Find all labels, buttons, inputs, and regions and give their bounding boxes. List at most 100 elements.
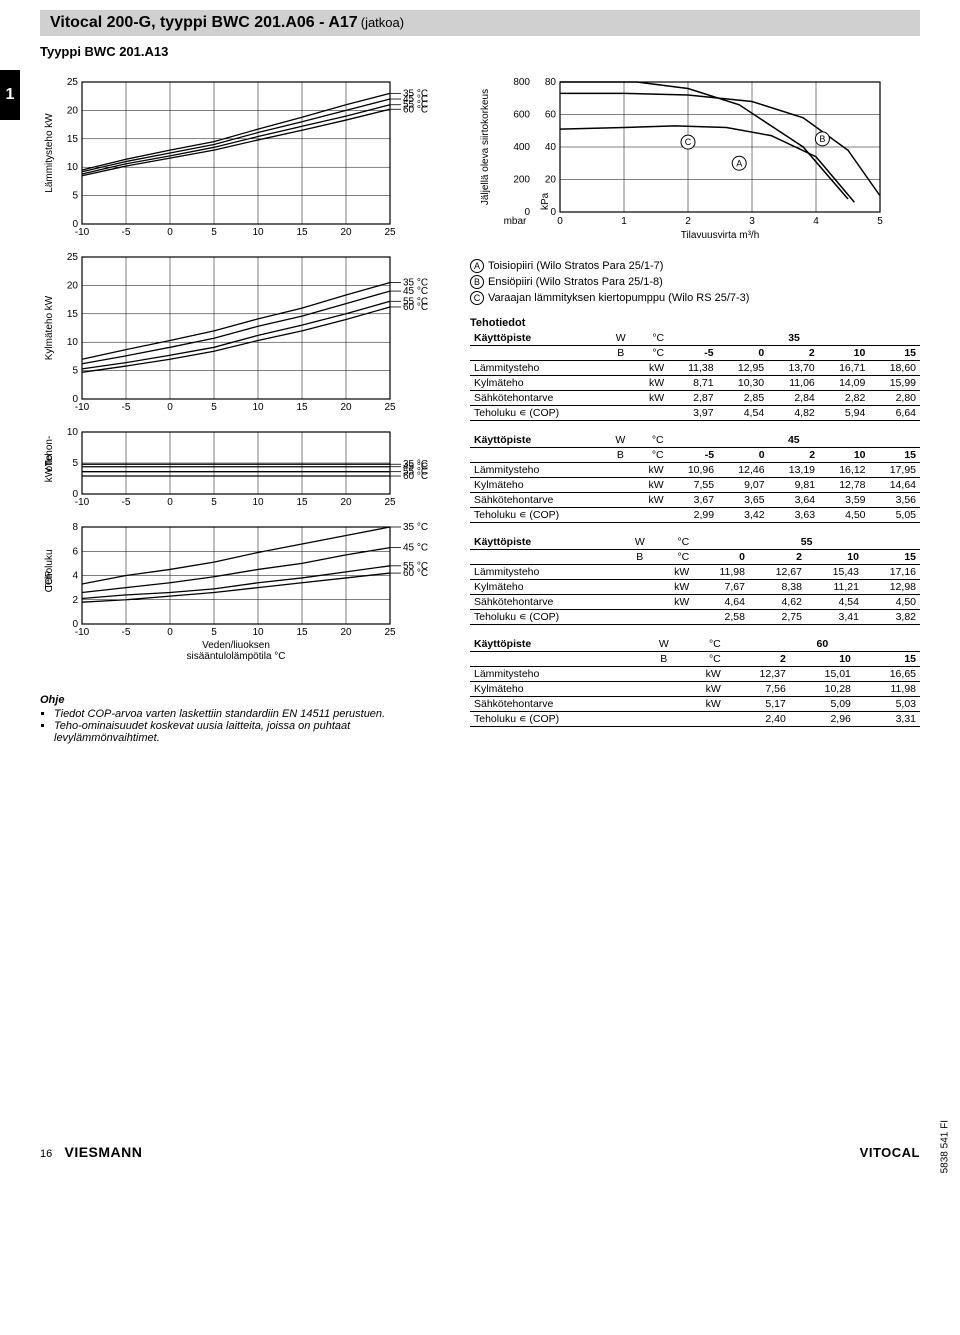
- svg-text:COP: COP: [44, 570, 55, 592]
- svg-text:25: 25: [384, 627, 396, 638]
- svg-text:5: 5: [211, 497, 217, 508]
- chart-pump: 0123450020200404006060080800CABJäljellä …: [470, 74, 920, 244]
- product-name: VITOCAL: [860, 1145, 920, 1160]
- svg-text:20: 20: [545, 175, 557, 186]
- svg-text:20: 20: [340, 227, 352, 238]
- svg-text:B: B: [819, 134, 825, 144]
- svg-text:20: 20: [340, 402, 352, 413]
- svg-text:20: 20: [340, 627, 352, 638]
- legend-b: BEnsiöpiiri (Wilo Stratos Para 25/1-8): [470, 275, 920, 289]
- svg-text:15: 15: [67, 134, 79, 145]
- svg-text:60 °C: 60 °C: [403, 302, 428, 313]
- tables-container: KäyttöpisteW°C35B°C-5021015Lämmitystehok…: [470, 331, 920, 737]
- svg-text:Kylmäteho kW: Kylmäteho kW: [44, 295, 55, 360]
- svg-text:5: 5: [211, 627, 217, 638]
- svg-text:0: 0: [167, 402, 173, 413]
- svg-text:60: 60: [545, 110, 557, 121]
- data-table: KäyttöpisteW°C60B°C21015LämmitystehokW12…: [470, 637, 920, 727]
- svg-text:35 °C: 35 °C: [403, 459, 428, 470]
- svg-text:400: 400: [513, 142, 530, 153]
- svg-text:0: 0: [72, 394, 78, 405]
- ohje-list: Tiedot COP-arvoa varten laskettiin stand…: [40, 708, 440, 744]
- chart-heating: -10-50510152025051015202535 °C45 °C55 °C…: [40, 74, 440, 244]
- data-table: KäyttöpisteW°C45B°C-5021015Lämmitystehok…: [470, 433, 920, 523]
- svg-text:mbar: mbar: [504, 216, 527, 227]
- svg-text:0: 0: [72, 489, 78, 500]
- svg-text:15: 15: [296, 497, 308, 508]
- svg-text:35 °C: 35 °C: [403, 522, 428, 533]
- page-title: Vitocal 200-G, tyyppi BWC 201.A06 - A17: [50, 14, 358, 31]
- svg-text:10: 10: [252, 497, 264, 508]
- svg-text:45 °C: 45 °C: [403, 543, 428, 554]
- svg-text:15: 15: [296, 402, 308, 413]
- svg-text:kW: kW: [44, 467, 55, 482]
- svg-text:10: 10: [252, 627, 264, 638]
- svg-text:5: 5: [72, 366, 78, 377]
- svg-text:0: 0: [167, 627, 173, 638]
- svg-text:10: 10: [252, 402, 264, 413]
- svg-text:6: 6: [72, 546, 78, 557]
- svg-text:Jäljellä oleva siirtokorkeus: Jäljellä oleva siirtokorkeus: [480, 89, 491, 205]
- svg-text:2: 2: [72, 595, 78, 606]
- brand-logo: VIESMANN: [64, 1144, 142, 1160]
- svg-text:Veden/liuoksen: Veden/liuoksen: [202, 640, 270, 651]
- tehotiedot-heading: Tehotiedot: [470, 317, 920, 329]
- svg-text:-5: -5: [122, 497, 131, 508]
- svg-text:25: 25: [67, 77, 79, 88]
- svg-text:40: 40: [545, 142, 557, 153]
- page-continuation: (jatkoa): [361, 15, 404, 30]
- svg-text:5: 5: [72, 458, 78, 469]
- svg-text:0: 0: [557, 216, 563, 227]
- footer: 16 VIESMANN VITOCAL: [40, 1144, 920, 1160]
- svg-text:4: 4: [72, 571, 78, 582]
- svg-text:80: 80: [545, 77, 557, 88]
- svg-text:25: 25: [384, 497, 396, 508]
- ohje-heading: Ohje: [40, 694, 440, 706]
- data-table: KäyttöpisteW°C55B°C021015LämmitystehokW1…: [470, 535, 920, 625]
- chart-power: -10-50510152025051060 °C55 °C45 °C35 °CT…: [40, 424, 440, 514]
- svg-text:25: 25: [67, 252, 79, 263]
- svg-text:C: C: [685, 137, 692, 147]
- svg-text:5: 5: [211, 402, 217, 413]
- svg-text:8: 8: [72, 522, 78, 533]
- svg-text:4: 4: [813, 216, 819, 227]
- ohje-item: Tiedot COP-arvoa varten laskettiin stand…: [54, 708, 440, 720]
- svg-text:20: 20: [340, 497, 352, 508]
- svg-text:15: 15: [67, 309, 79, 320]
- svg-text:200: 200: [513, 175, 530, 186]
- svg-text:20: 20: [67, 105, 79, 116]
- svg-text:600: 600: [513, 110, 530, 121]
- chart-cooling: -10-50510152025051015202535 °C45 °C55 °C…: [40, 249, 440, 419]
- legend-c: CVaraajan lämmityksen kiertopumppu (Wilo…: [470, 291, 920, 305]
- svg-text:800: 800: [513, 77, 530, 88]
- section-tab: 1: [0, 70, 20, 120]
- svg-text:A: A: [736, 158, 742, 168]
- svg-text:10: 10: [67, 427, 79, 438]
- svg-text:0: 0: [550, 207, 556, 218]
- svg-text:10: 10: [67, 337, 79, 348]
- pump-legend: AToisiopiiri (Wilo Stratos Para 25/1-7) …: [470, 259, 920, 305]
- svg-text:2: 2: [685, 216, 691, 227]
- svg-text:60 °C: 60 °C: [403, 104, 428, 115]
- ohje-item: Teho-ominaisuudet koskevat uusia laittei…: [54, 720, 440, 744]
- ohje-block: Ohje Tiedot COP-arvoa varten laskettiin …: [40, 694, 440, 744]
- legend-a: AToisiopiiri (Wilo Stratos Para 25/1-7): [470, 259, 920, 273]
- svg-text:25: 25: [384, 402, 396, 413]
- header-band: Vitocal 200-G, tyyppi BWC 201.A06 - A17 …: [40, 10, 920, 36]
- page-subtitle: Tyyppi BWC 201.A13: [40, 44, 920, 59]
- svg-text:0: 0: [167, 227, 173, 238]
- svg-text:0: 0: [167, 497, 173, 508]
- svg-text:0: 0: [72, 219, 78, 230]
- svg-text:60 °C: 60 °C: [403, 568, 428, 579]
- svg-text:25: 25: [384, 227, 396, 238]
- data-table: KäyttöpisteW°C35B°C-5021015Lämmitystehok…: [470, 331, 920, 421]
- svg-text:-5: -5: [122, 227, 131, 238]
- svg-text:10: 10: [67, 162, 79, 173]
- chart-cop: -10-505101520250246835 °C45 °C55 °C60 °C…: [40, 519, 440, 669]
- svg-text:0: 0: [72, 619, 78, 630]
- svg-text:5: 5: [877, 216, 883, 227]
- svg-text:5: 5: [211, 227, 217, 238]
- svg-text:1: 1: [621, 216, 627, 227]
- svg-text:10: 10: [252, 227, 264, 238]
- svg-text:-5: -5: [122, 402, 131, 413]
